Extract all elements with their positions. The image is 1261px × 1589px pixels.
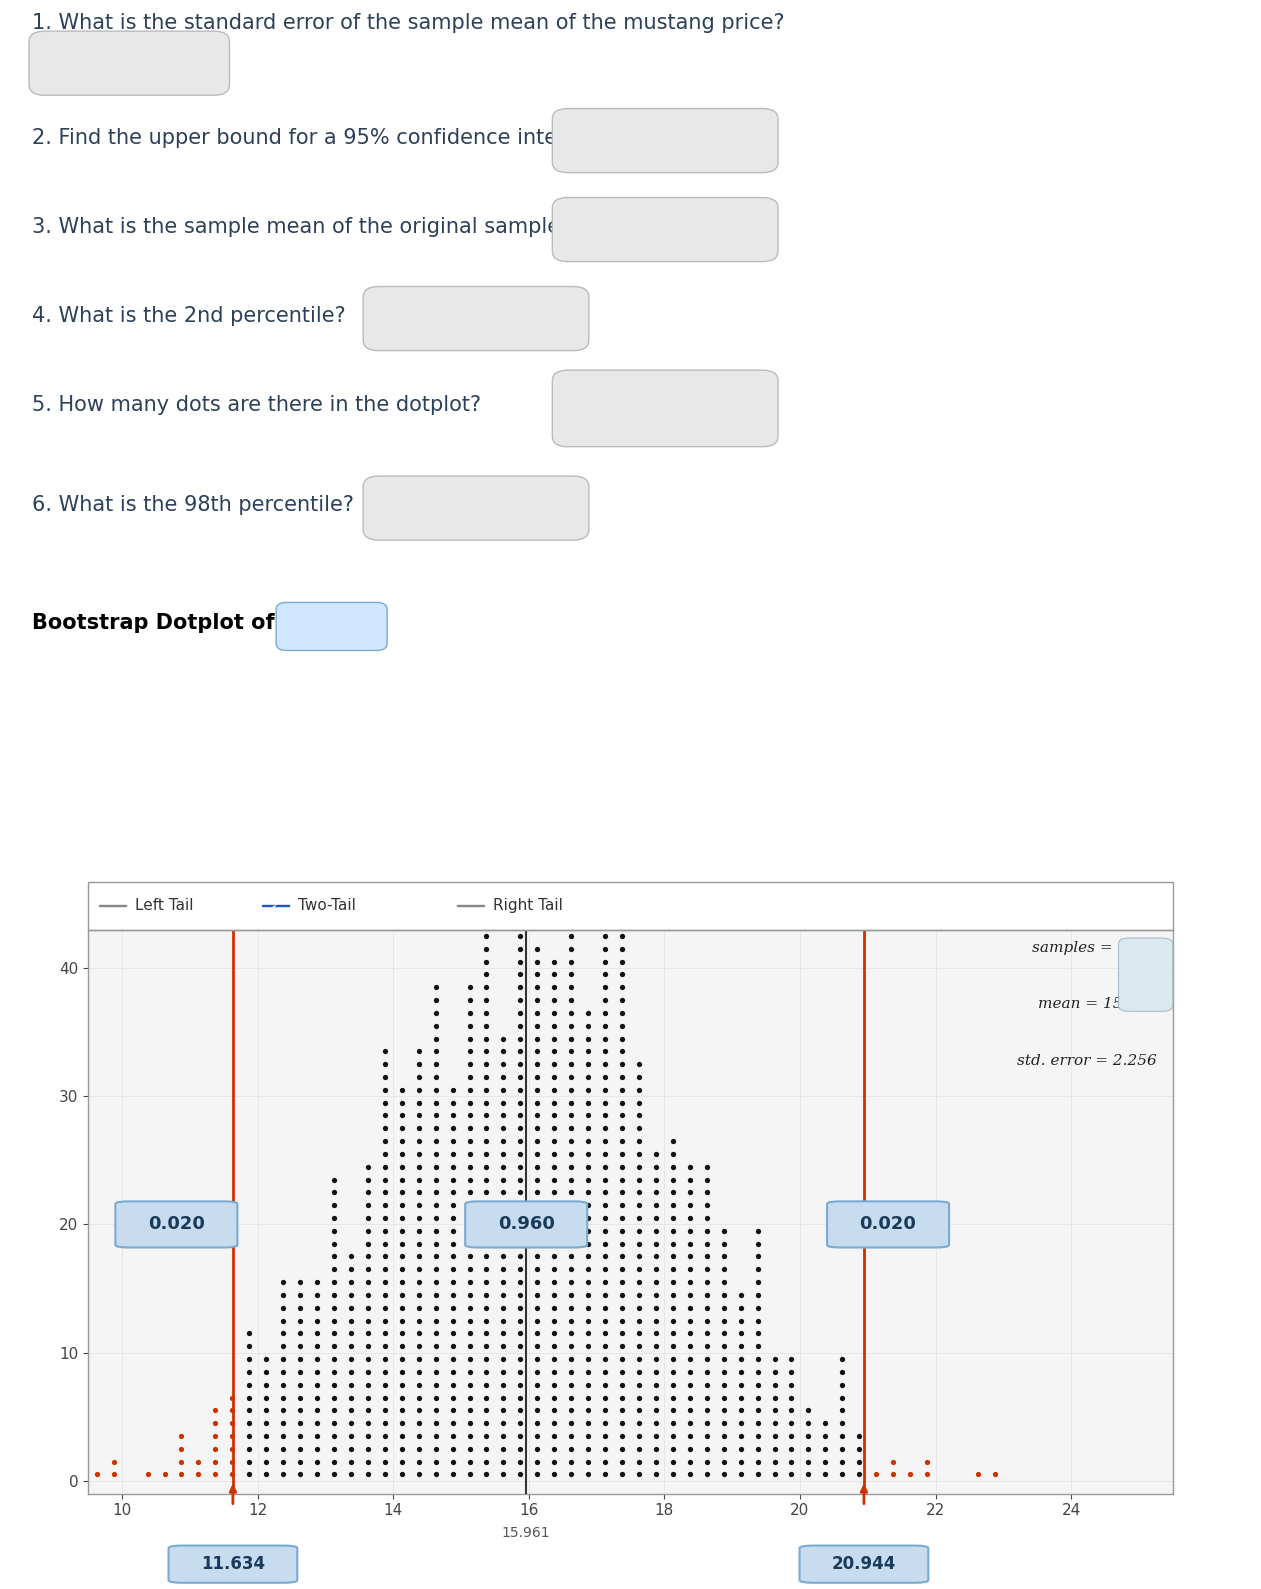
FancyBboxPatch shape — [1119, 938, 1173, 1011]
Text: 11.634: 11.634 — [200, 1556, 265, 1573]
FancyBboxPatch shape — [552, 108, 778, 173]
FancyBboxPatch shape — [465, 1201, 588, 1247]
Text: samples = 1000: samples = 1000 — [1031, 941, 1156, 955]
Text: Mean ▾: Mean ▾ — [303, 618, 361, 636]
Text: 6. What is the 98th percentile?: 6. What is the 98th percentile? — [32, 496, 353, 515]
Text: 3. What is the sample mean of the original sample?: 3. What is the sample mean of the origin… — [32, 218, 571, 237]
Text: Two-Tail: Two-Tail — [298, 898, 356, 914]
FancyBboxPatch shape — [115, 1201, 237, 1247]
Text: 0.960: 0.960 — [498, 1216, 555, 1233]
Text: 15.961: 15.961 — [502, 1525, 551, 1540]
Text: 4. What is the 2nd percentile?: 4. What is the 2nd percentile? — [32, 307, 346, 326]
Text: 2. Find the upper bound for a 95% confidence interval: 2. Find the upper bound for a 95% confid… — [32, 129, 596, 148]
Text: Bootstrap Dotplot of: Bootstrap Dotplot of — [32, 613, 274, 632]
Text: ✓: ✓ — [271, 901, 280, 910]
FancyBboxPatch shape — [169, 1546, 298, 1583]
Text: Right Tail: Right Tail — [493, 898, 562, 914]
FancyBboxPatch shape — [799, 1546, 928, 1583]
Text: 5. How many dots are there in the dotplot?: 5. How many dots are there in the dotplo… — [32, 396, 480, 415]
Text: 0.020: 0.020 — [860, 1216, 917, 1233]
FancyBboxPatch shape — [29, 32, 230, 95]
Text: 0.020: 0.020 — [148, 1216, 204, 1233]
FancyBboxPatch shape — [552, 370, 778, 447]
Text: Left Tail: Left Tail — [135, 898, 193, 914]
FancyBboxPatch shape — [363, 286, 589, 351]
FancyBboxPatch shape — [363, 477, 589, 540]
FancyBboxPatch shape — [827, 1201, 950, 1247]
Text: mean = 15.961: mean = 15.961 — [1038, 998, 1156, 1011]
Text: 1. What is the standard error of the sample mean of the mustang price?: 1. What is the standard error of the sam… — [32, 13, 784, 33]
Text: 20.944: 20.944 — [832, 1556, 897, 1573]
Text: std. error = 2.256: std. error = 2.256 — [1016, 1054, 1156, 1068]
FancyBboxPatch shape — [276, 602, 387, 650]
FancyBboxPatch shape — [552, 197, 778, 262]
